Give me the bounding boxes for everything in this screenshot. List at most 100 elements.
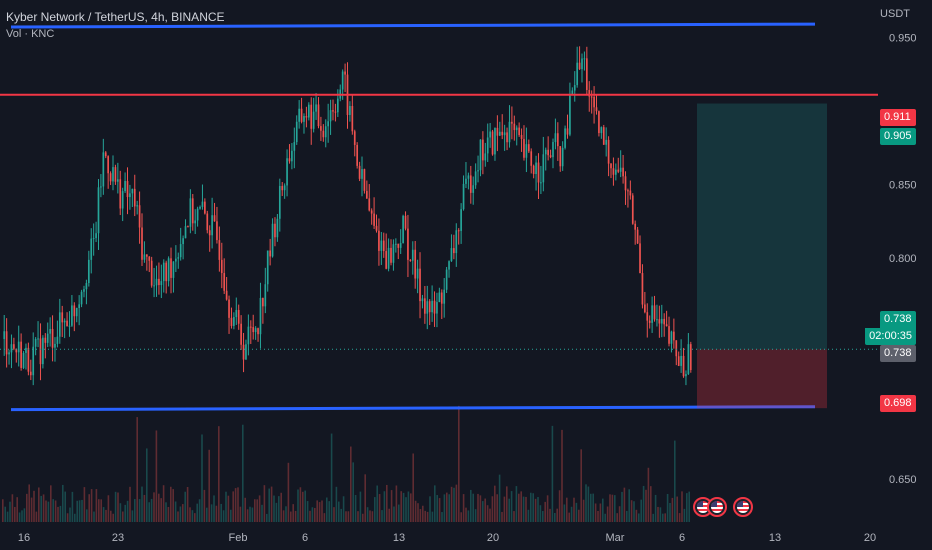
candle-body (13, 344, 15, 349)
candle-body (293, 142, 296, 151)
volume-bar (338, 501, 340, 522)
candle-body (216, 221, 218, 241)
volume-bar (340, 508, 342, 522)
candle-body (465, 178, 467, 184)
y-axis-tick-label: 0.950 (889, 32, 917, 44)
volume-bar (482, 501, 484, 522)
candle-body (590, 96, 593, 98)
volume-bar (280, 492, 282, 522)
candle-body (153, 285, 155, 287)
volume-bar (129, 486, 131, 522)
candle-body (66, 320, 68, 327)
candle-body (513, 123, 516, 131)
volume-bar (136, 417, 138, 522)
candle-body (196, 208, 199, 221)
candle-body (518, 127, 520, 136)
candle-body (100, 186, 102, 188)
volume-bar (400, 491, 402, 522)
volume-bar (270, 486, 273, 522)
candle-body (158, 278, 160, 286)
volume-bar (112, 513, 114, 522)
candle-body (119, 179, 122, 209)
candle-body (34, 338, 37, 347)
volume-bar (321, 500, 323, 522)
candle-body (419, 268, 421, 302)
volume-bar (611, 494, 614, 522)
volume-bar (256, 499, 258, 522)
volume-bar (314, 507, 316, 522)
candle-body (262, 297, 264, 307)
volume-bar (342, 496, 345, 522)
volume-bar (515, 486, 518, 522)
volume-bar (652, 513, 654, 522)
candle-body (520, 135, 523, 139)
us-event-flag-icon[interactable] (733, 497, 753, 517)
volume-bar (410, 493, 412, 522)
candle-body (63, 320, 66, 323)
candle-body (201, 201, 204, 207)
candle-body (8, 352, 10, 355)
candle-body (370, 210, 373, 214)
candle-body (443, 289, 446, 304)
candle-body (472, 185, 475, 193)
candle-body (489, 131, 491, 138)
volume-bar (182, 504, 184, 522)
candle-body (689, 344, 692, 371)
volume-bar (580, 449, 582, 522)
volume-bar (184, 491, 186, 522)
volume-bar (465, 507, 467, 522)
candle-body (242, 344, 245, 360)
candle-body (167, 258, 170, 282)
volume-bar (510, 491, 513, 522)
candle-body (75, 307, 78, 317)
volume-bar (100, 499, 102, 522)
candle-body (576, 62, 579, 86)
candle-body (424, 298, 426, 314)
volume-bar (21, 510, 23, 522)
x-axis-tick-label: Mar (606, 532, 625, 544)
candle-body (392, 244, 395, 263)
candle-body (358, 165, 361, 179)
candle-body (598, 111, 600, 134)
candle-body (71, 305, 73, 326)
candle-body (566, 128, 569, 135)
candle-body (559, 146, 562, 167)
candle-body (307, 104, 310, 118)
volume-bar (203, 489, 206, 522)
volume-bar (364, 474, 366, 522)
volume-bar (74, 513, 76, 522)
candle-body (310, 104, 313, 129)
candle-body (10, 344, 13, 353)
candle-body (102, 152, 105, 187)
volume-bar (537, 497, 539, 522)
candle-body (540, 182, 542, 184)
candle-body (249, 326, 252, 328)
volume-bar (30, 497, 33, 522)
candle-body (138, 205, 141, 228)
candle-body (375, 225, 378, 231)
volume-bar (393, 506, 395, 522)
volume-bar (237, 487, 239, 522)
volume-bar (616, 513, 618, 522)
volume-bar (604, 513, 606, 522)
candle-body (421, 298, 424, 302)
volume-bar (534, 498, 537, 522)
candle-body (58, 312, 61, 337)
volume-bar (575, 502, 578, 522)
volume-bar (438, 498, 441, 522)
candle-body (104, 152, 107, 157)
us-event-flag-icon[interactable] (707, 497, 727, 517)
candle-body (656, 319, 658, 321)
volume-bar (621, 491, 623, 522)
candle-body (95, 233, 97, 239)
volume-bar (167, 507, 170, 522)
volume-bar (602, 498, 604, 522)
candle-body (593, 96, 595, 108)
volume-bar (486, 505, 489, 522)
x-axis-tick-label: 13 (769, 532, 781, 544)
candle-body (527, 144, 530, 152)
candle-body (532, 165, 535, 175)
volume-bar (426, 511, 429, 522)
volume-bar (374, 497, 376, 522)
